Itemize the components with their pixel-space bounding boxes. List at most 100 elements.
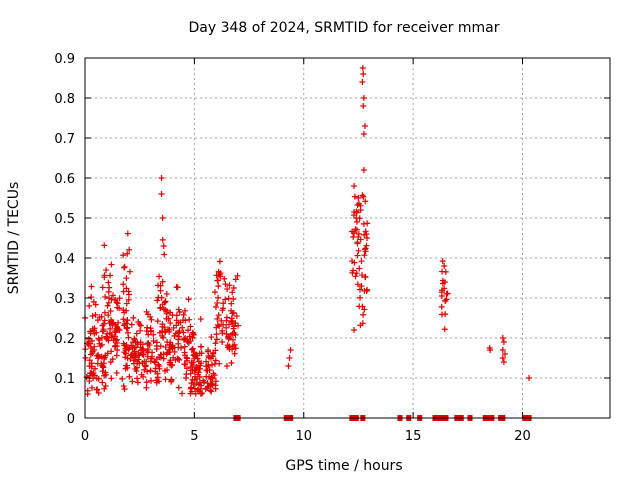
data-point <box>360 167 367 173</box>
data-point <box>220 300 227 307</box>
y-tick-label: 0.7 <box>54 132 75 147</box>
data-point <box>198 350 205 357</box>
data-point <box>99 379 106 386</box>
data-point <box>222 281 229 288</box>
plot-frame <box>84 57 611 419</box>
data-point <box>499 335 506 341</box>
data-point <box>190 381 197 388</box>
data-point <box>126 373 133 380</box>
data-point <box>159 333 166 340</box>
data-point <box>180 329 187 336</box>
data-point <box>222 296 229 303</box>
data-point <box>439 277 446 284</box>
data-point <box>122 350 129 357</box>
data-point <box>177 319 184 326</box>
data-point <box>357 322 364 329</box>
data-point <box>216 360 223 367</box>
data-point <box>99 328 106 335</box>
data-point <box>91 325 98 332</box>
data-point <box>286 355 293 361</box>
x-axis-ticks: 0 5 10 15 20 <box>81 58 531 444</box>
data-point <box>356 303 363 310</box>
data-point <box>221 275 228 282</box>
data-point <box>131 336 138 343</box>
data-point <box>84 390 91 397</box>
data-point <box>137 327 144 334</box>
data-point <box>115 319 122 326</box>
data-point <box>351 183 358 189</box>
data-point <box>104 302 111 309</box>
data-point <box>215 283 222 290</box>
data-point <box>132 366 139 373</box>
data-point <box>226 343 233 350</box>
data-point <box>129 378 136 385</box>
data-point <box>170 324 177 331</box>
data-point <box>208 388 215 395</box>
data-point <box>140 347 147 354</box>
data-point <box>130 314 137 321</box>
data-point <box>215 312 222 319</box>
data-point <box>186 333 193 340</box>
data-point <box>89 348 96 355</box>
data-point <box>352 226 359 233</box>
data-point <box>120 306 127 313</box>
data-point <box>120 383 127 390</box>
data-point <box>155 361 162 368</box>
data-point <box>206 354 213 361</box>
data-point <box>223 324 230 331</box>
data-point <box>228 307 235 314</box>
data-point <box>134 375 141 382</box>
data-point <box>93 386 100 393</box>
data-point <box>162 344 169 351</box>
data-point <box>192 390 199 397</box>
data-point <box>139 360 146 367</box>
data-point <box>358 258 365 265</box>
data-point <box>228 359 235 366</box>
data-point <box>101 372 108 379</box>
data-point <box>98 313 105 320</box>
x-tick-label: 5 <box>190 429 198 444</box>
data-point <box>189 329 196 336</box>
y-tick-label: 0.6 <box>54 172 75 187</box>
data-point <box>228 315 235 322</box>
data-point <box>145 331 152 338</box>
data-point <box>125 296 132 303</box>
data-point <box>180 336 187 343</box>
data-point <box>214 299 221 306</box>
data-point <box>159 236 166 243</box>
data-point <box>362 248 369 255</box>
data-point <box>360 311 367 318</box>
data-point <box>356 286 363 293</box>
data-point <box>90 369 97 376</box>
data-point <box>210 370 217 377</box>
data-point <box>163 307 170 314</box>
data-point <box>361 252 368 259</box>
data-point <box>182 317 189 324</box>
data-point <box>195 358 202 365</box>
data-point <box>218 317 225 324</box>
data-point <box>439 258 446 265</box>
data-point <box>357 207 364 213</box>
data-point <box>99 284 106 291</box>
data-point <box>349 258 356 265</box>
data-point <box>107 272 114 279</box>
data-point <box>89 313 96 320</box>
data-point <box>231 323 238 330</box>
data-point <box>155 294 162 301</box>
data-point <box>441 326 448 333</box>
data-point <box>208 334 215 341</box>
data-point <box>187 370 194 377</box>
data-point <box>113 369 120 376</box>
data-point <box>214 277 221 284</box>
data-point <box>353 215 360 221</box>
data-point <box>86 357 93 364</box>
data-point <box>126 246 133 253</box>
y-tick-label: 0 <box>67 412 75 427</box>
data-point <box>143 384 150 391</box>
y-axis-ticks: 0 0.1 0.2 0.3 0.4 0.5 0.6 0.7 0.8 0.9 <box>54 52 610 427</box>
data-point <box>351 193 358 200</box>
data-point <box>163 290 170 297</box>
data-point <box>223 314 230 321</box>
data-point <box>148 316 155 323</box>
data-point <box>108 296 115 303</box>
